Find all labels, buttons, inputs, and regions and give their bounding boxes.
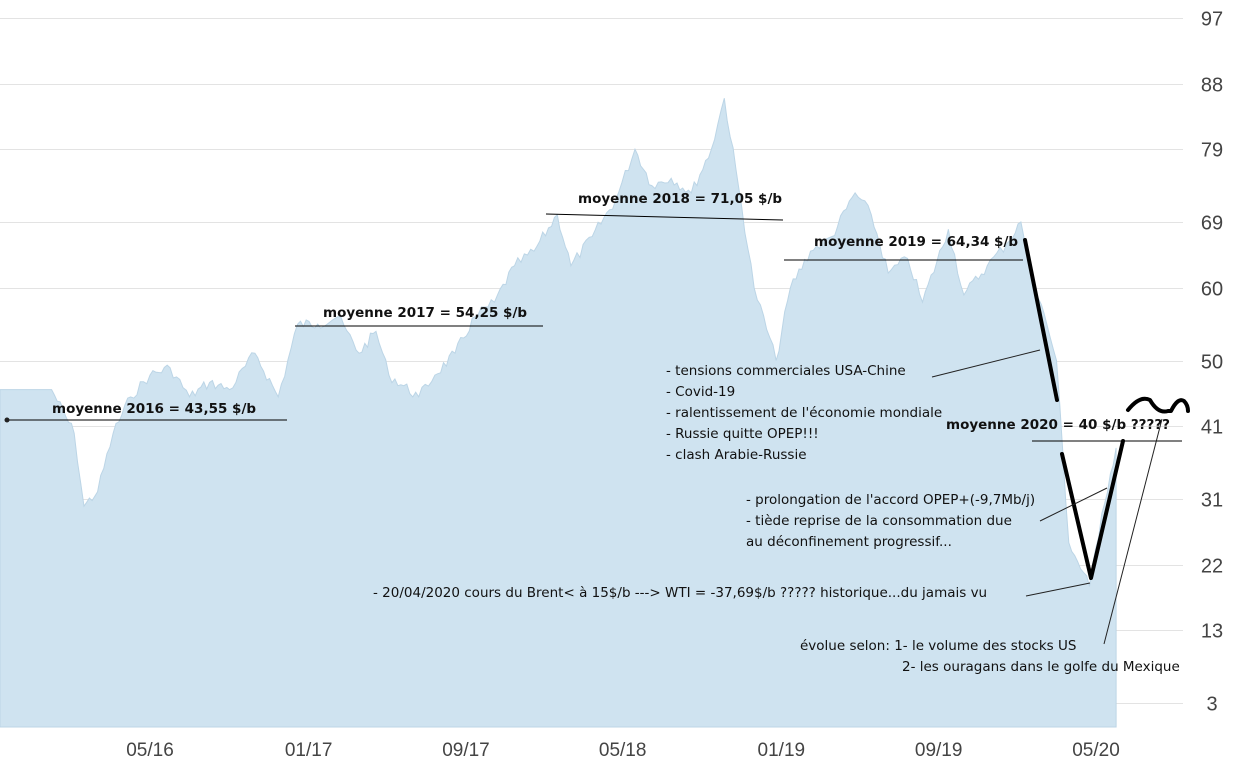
y-tick-label: 69 <box>1201 213 1223 235</box>
cause-line: - tensions commerciales USA-Chine <box>666 363 906 379</box>
y-tick-label: 97 <box>1201 9 1223 31</box>
pointer-lines <box>931 349 1163 645</box>
x-tick-label: 09/17 <box>442 740 490 761</box>
y-tick-label: 60 <box>1201 279 1223 301</box>
y-tick-label: 79 <box>1201 140 1223 162</box>
v-stroke <box>1060 439 1125 580</box>
y-tick-label: 50 <box>1201 352 1223 374</box>
recovery-pointer <box>1039 487 1108 522</box>
y-tick-label: 13 <box>1201 621 1223 643</box>
x-axis-ticks: 05/16 01/17 09/17 05/18 01/19 09/19 05/20 <box>126 740 1120 761</box>
y-tick-label: 22 <box>1201 556 1223 578</box>
y-tick-label: 41 <box>1201 417 1223 439</box>
wave-stroke <box>1126 396 1190 414</box>
y-tick-label: 88 <box>1201 75 1223 97</box>
drop-stroke <box>1023 238 1059 402</box>
cause-line: - Covid-19 <box>666 384 735 400</box>
x-tick-label: 05/20 <box>1072 740 1120 761</box>
avg-2019-label: moyenne 2019 = 64,34 $/b <box>814 234 1018 250</box>
avg-2016-label: moyenne 2016 = 43,55 $/b <box>52 401 256 417</box>
recovery-line: - tiède reprise de la consommation due <box>746 513 1012 529</box>
crash-pointer <box>1025 582 1091 597</box>
price-area <box>0 98 1117 728</box>
causes-pointer <box>931 349 1041 378</box>
crash-note: - 20/04/2020 cours du Brent< à 15$/b ---… <box>373 585 987 601</box>
recovery-line: - prolongation de l'accord OPEP+(-9,7Mb/… <box>746 492 1035 508</box>
cause-line: - ralentissement de l'économie mondiale <box>666 405 942 421</box>
outlook-pointer <box>1103 418 1163 645</box>
x-tick-label: 09/19 <box>915 740 963 761</box>
cause-line: - clash Arabie-Russie <box>666 447 807 463</box>
x-tick-label: 05/18 <box>599 740 647 761</box>
cause-line: - Russie quitte OPEP!!! <box>666 426 819 442</box>
avg-2018-label: moyenne 2018 = 71,05 $/b <box>578 191 782 207</box>
outlook-line: évolue selon: 1- le volume des stocks US <box>800 638 1076 654</box>
x-tick-label: 01/17 <box>285 740 333 761</box>
average-lines <box>6 213 1182 442</box>
hand-drawn-trend <box>1023 238 1190 580</box>
x-tick-label: 01/19 <box>758 740 806 761</box>
avg-2020-label: moyenne 2020 = 40 $/b ????? <box>946 417 1170 433</box>
recovery-line: au déconfinement progressif... <box>746 534 952 550</box>
x-tick-label: 05/16 <box>126 740 174 761</box>
avg-2017-label: moyenne 2017 = 54,25 $/b <box>323 305 527 321</box>
avg-2018-line <box>545 213 784 221</box>
outlook-line: 2- les ouragans dans le golfe du Mexique <box>902 659 1180 675</box>
y-tick-label: 3 <box>1206 694 1217 716</box>
start-dot <box>4 417 10 423</box>
y-axis-ticks: 97 88 79 69 60 50 41 31 22 13 3 <box>1201 9 1223 716</box>
y-tick-label: 31 <box>1201 490 1223 512</box>
